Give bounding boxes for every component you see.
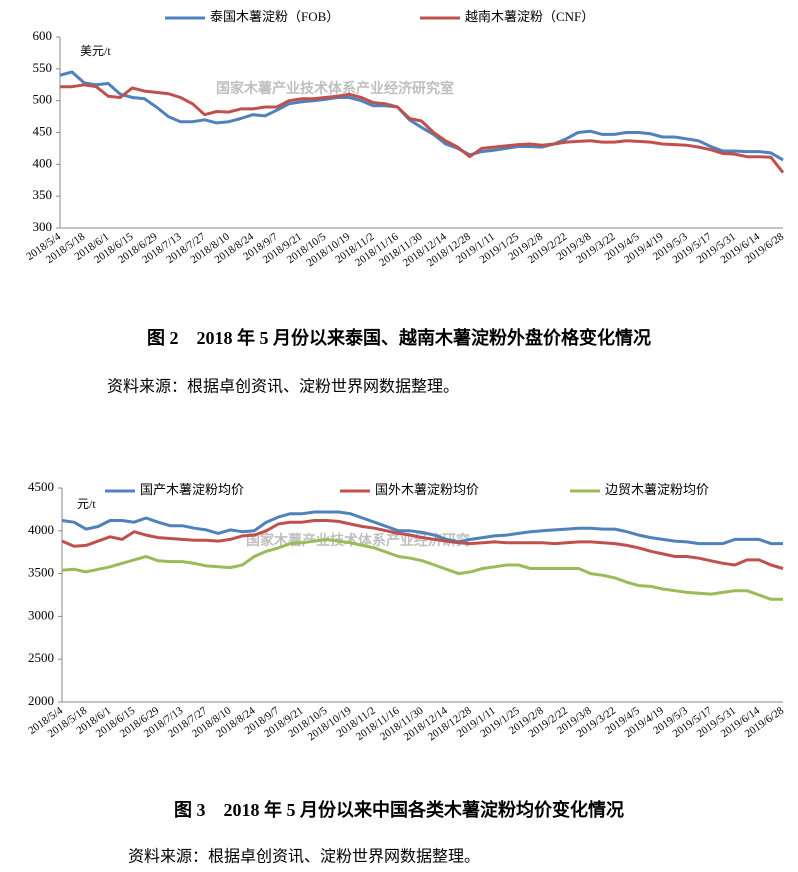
- y-tick-label: 450: [33, 123, 53, 138]
- y-tick-label: 3500: [28, 565, 54, 580]
- legend-label: 泰国木薯淀粉（FOB）: [210, 9, 339, 24]
- series-line: [61, 510, 783, 546]
- y-tick-label: 500: [33, 92, 53, 107]
- y-tick-label: 550: [33, 60, 53, 75]
- series-line: [61, 537, 783, 601]
- source-note: 资料来源：根据卓创资讯、淀粉世界网数据整理。: [107, 378, 459, 396]
- y-tick-label: 300: [33, 219, 53, 234]
- series-line: [61, 519, 784, 570]
- figure-caption: 图 2 2018 年 5 月份以来泰国、越南木薯淀粉外盘价格变化情况: [147, 327, 651, 348]
- y-tick-label: 4000: [28, 522, 54, 537]
- series-line: [60, 83, 785, 174]
- unit-label: 元/t: [77, 497, 96, 511]
- y-tick-label: 2500: [28, 650, 54, 665]
- y-tick-label: 3000: [28, 607, 54, 622]
- y-tick-label: 4500: [28, 479, 54, 494]
- y-tick-label: 400: [33, 155, 53, 170]
- source-note: 资料来源：根据卓创资讯、淀粉世界网数据整理。: [128, 848, 480, 866]
- legend-label: 国产木薯淀粉均价: [140, 482, 244, 497]
- figure-caption: 图 3 2018 年 5 月份以来中国各类木薯淀粉均价变化情况: [174, 799, 624, 820]
- legend-label: 国外木薯淀粉均价: [375, 482, 479, 497]
- y-tick-label: 2000: [28, 693, 54, 708]
- y-tick-label: 350: [33, 187, 53, 202]
- watermark: 国家木薯产业技术体系产业经济研究室: [216, 80, 454, 97]
- y-tick-label: 600: [33, 28, 53, 43]
- legend-label: 边贸木薯淀粉均价: [605, 482, 709, 497]
- unit-label: 美元/t: [80, 44, 111, 58]
- legend-label: 越南木薯淀粉（CNF）: [465, 9, 594, 24]
- series-line: [59, 70, 784, 162]
